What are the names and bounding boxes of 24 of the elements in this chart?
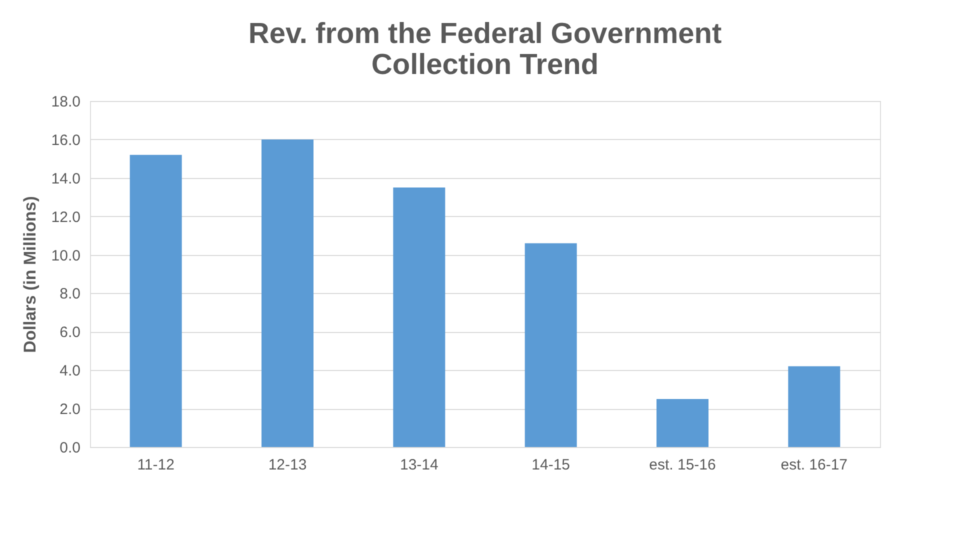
bar [524,243,577,447]
chart-title: Rev. from the Federal Government Collection Trend [248,18,722,81]
x-tick-label: 12-13 [268,456,307,474]
y-tick-label: 12.0 [51,208,80,226]
bar [130,154,182,447]
y-tick-label: 18.0 [51,94,80,110]
y-tick-label: 0.0 [60,440,80,456]
y-tick-label: 2.0 [60,401,80,418]
y-tick-label: 4.0 [60,362,80,380]
y-tick-label: 14.0 [51,170,80,188]
x-tick-label: 11-12 [137,456,174,474]
bar [656,398,708,447]
bar [262,139,314,447]
bar [788,366,840,447]
x-tick-label: 13-14 [400,456,438,474]
y-tick-label: 16.0 [51,132,80,149]
y-tick-label: 6.0 [60,324,80,342]
x-tick-label: 14-15 [532,456,570,474]
y-axis-title: Dollars (in Millions) [20,196,40,353]
bar [393,188,446,447]
x-tick-label: est. 15-16 [649,456,716,474]
y-tick-label: 8.0 [60,286,80,303]
x-tick-label: est. 16-17 [780,456,848,474]
y-tick-label: 10.0 [51,247,80,264]
